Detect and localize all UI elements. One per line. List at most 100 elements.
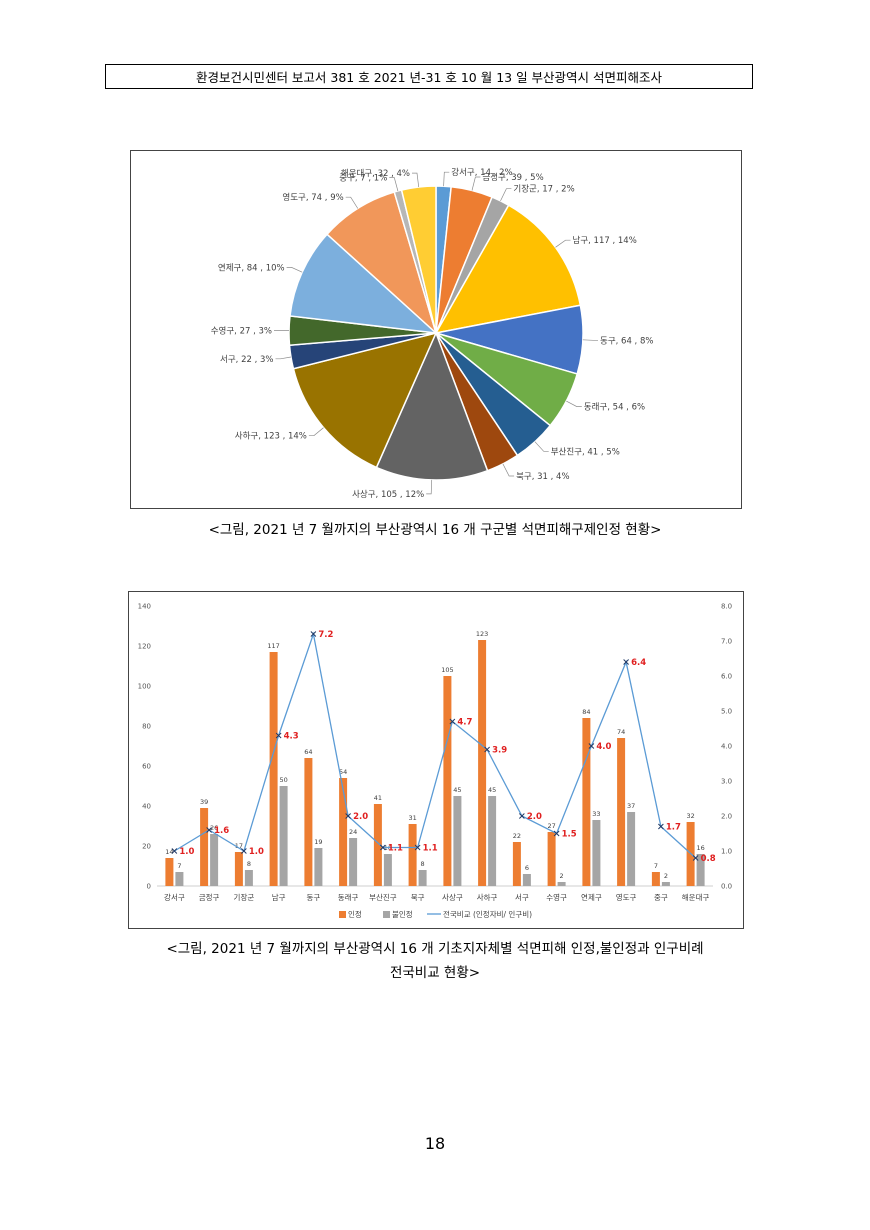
bar-rejected [696, 854, 705, 886]
y-left-tick-label: 0 [147, 883, 151, 891]
bar-rejected [279, 786, 288, 886]
line-point-marker [519, 813, 525, 819]
bar-rejected [488, 796, 497, 886]
bar-approved [200, 808, 209, 886]
line-national-ratio [174, 631, 697, 859]
bar-approved-label: 123 [476, 630, 488, 638]
bar-approved [651, 872, 660, 886]
line-point-label: 4.3 [284, 732, 299, 742]
pie-leader-line [443, 171, 450, 187]
bar-rejected-label: 16 [696, 844, 704, 852]
pie-leader-line [555, 239, 571, 248]
bar-rejected [661, 882, 670, 886]
chart-legend: 인정 불인정 전국비교 (인정자비/ 인구비) [339, 909, 532, 919]
bar-rejected [418, 870, 427, 886]
bar-approved-label: 39 [200, 798, 208, 806]
bar-approved-label: 7 [654, 862, 658, 870]
line-point-marker [623, 659, 629, 665]
line-point-marker [310, 631, 317, 637]
x-category-label: 사하구 [477, 892, 498, 902]
bar-rejected-label: 50 [279, 776, 287, 784]
pie-slice-label: 동래구, 54 , 6% [584, 403, 645, 413]
line-point-label: 7.2 [318, 630, 333, 640]
bar-rejected [210, 834, 219, 886]
line-point-marker [275, 732, 282, 739]
pie-slice-label: 연제구, 84 , 10% [218, 263, 285, 273]
x-category-label: 금정구 [199, 892, 220, 902]
line-point-marker [171, 848, 178, 854]
bar-rejected-label: 2 [560, 872, 564, 880]
line-point-label: 1.7 [666, 823, 681, 833]
pie-leader-line [426, 479, 433, 495]
bar-approved-label: 41 [374, 794, 382, 802]
pie-leader-line [500, 188, 512, 202]
x-category-label: 해운대구 [682, 892, 710, 902]
pie-slice-label: 부산진구, 41 , 5% [551, 446, 620, 457]
bar-rejected-label: 24 [349, 828, 357, 836]
bar-rejected-label: 33 [592, 810, 600, 818]
report-header: 환경보건시민센터 보고서 381 호 2021 년-31 호 10 월 13 일… [105, 64, 753, 89]
bar-approved [408, 824, 417, 886]
line-point-label: 1.6 [214, 826, 229, 836]
y-left-tick-label: 100 [138, 683, 151, 691]
x-category-label: 영도구 [616, 892, 637, 902]
x-category-label: 연제구 [581, 893, 602, 902]
pie-leader-line [275, 356, 292, 360]
bar-rejected [627, 812, 636, 886]
line-point-label: 2.0 [353, 812, 368, 822]
bar-rejected [349, 838, 358, 886]
bar-approved [165, 858, 174, 886]
x-category-label: 강서구 [164, 892, 185, 902]
bar-approved [269, 652, 278, 886]
y-left-tick-label: 40 [142, 803, 151, 811]
line-point-marker [380, 844, 386, 851]
bar-line-chart: 0 20 40 60 80 100 120 140 0.0 1.0 2.0 3.0 4.0 5.0 6.0 7… [138, 603, 733, 920]
line-point-marker [588, 743, 595, 749]
legend-label: 인정 [348, 909, 362, 919]
pie-leader-line [345, 196, 359, 209]
pie-slice-label: 사상구, 105 , 12% [352, 489, 424, 500]
pie-chart-frame: 강서구, 14 , 2% 금정구, 39 , 5% 기장군, 17 , 2% 남구, … [130, 150, 742, 509]
bar-approved-label: 54 [339, 768, 347, 776]
bar-rejected [175, 872, 184, 886]
pie-slice [400, 185, 437, 334]
x-category-label: 서구 [515, 893, 529, 902]
line-point-label: 1.0 [179, 847, 194, 857]
bar-rejected-label: 2 [664, 872, 668, 880]
line-point-label: 6.4 [631, 658, 646, 668]
line-point-marker [414, 844, 421, 851]
x-category-label: 사상구 [442, 892, 463, 902]
line-point-label: 1.1 [423, 844, 438, 854]
pie-chart-caption: <그림, 2021 년 7 월까지의 부산광역시 16 개 구군별 석면피해구제… [208, 522, 662, 538]
bar-approved-label: 84 [582, 708, 590, 716]
x-category-label: 수영구 [546, 892, 567, 902]
pie-slice-label: 사하구, 123 , 14% [235, 431, 307, 442]
bar-rejected-label: 45 [453, 786, 461, 794]
bar-rejected [592, 820, 601, 886]
pie-slice-label: 서구, 22 , 3% [220, 355, 273, 365]
pie-slice-label: 영도구, 74 , 9% [282, 192, 343, 203]
bar-approved-label: 117 [267, 642, 279, 650]
bar-chart-caption-line2: 전국비교 현황> [389, 965, 481, 981]
bar-rejected [314, 848, 323, 886]
x-category-label: 부산진구 [369, 892, 397, 902]
line-point-label: 1.1 [388, 844, 403, 854]
legend-swatch [339, 911, 346, 918]
bar-approved [478, 640, 487, 886]
line-point-label: 1.5 [562, 830, 577, 840]
bar-rejected-label: 8 [421, 860, 425, 868]
y-left-tick-label: 120 [138, 643, 151, 651]
bar-chart-caption-line1: <그림, 2021 년 7 월까지의 부산광역시 16 개 기초지자체별 석면피… [166, 941, 704, 957]
line-point-label: 1.0 [249, 847, 264, 857]
bar-rejected [383, 854, 392, 886]
y-right-tick-label: 6.0 [721, 673, 732, 681]
line-point-label: 3.9 [492, 746, 507, 756]
pie-slice-label: 해운대구, 32 , 4% [341, 169, 410, 179]
y-left-tick-label: 140 [138, 603, 151, 611]
bar-approved [512, 842, 521, 886]
bar-rejected [557, 882, 566, 886]
bar-approved-label: 74 [617, 728, 625, 736]
bar-approved [617, 738, 626, 886]
line-point-marker [553, 830, 560, 837]
bar-chart-frame: 0 20 40 60 80 100 120 140 0.0 1.0 2.0 3.0 4.0 5.0 6.0 7… [128, 591, 744, 929]
